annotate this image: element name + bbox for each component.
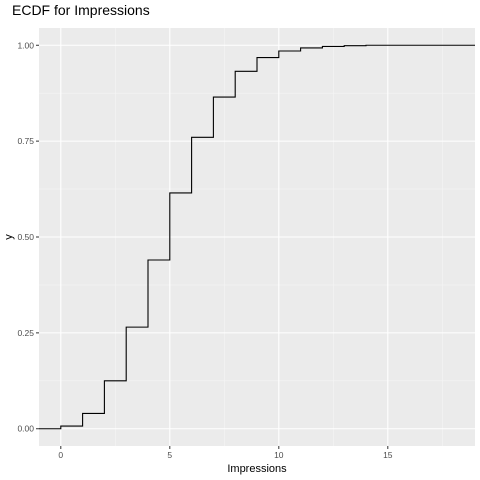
x-tick-label: 15 bbox=[383, 450, 393, 460]
x-axis-title: Impressions bbox=[227, 463, 287, 475]
y-tick-label: 0.50 bbox=[17, 232, 34, 242]
series-layer bbox=[39, 44, 475, 430]
x-tick-label: 10 bbox=[274, 450, 284, 460]
ecdf-step-line bbox=[39, 44, 475, 430]
y-tick-label: 0.25 bbox=[17, 328, 34, 338]
y-tick-label: 0.75 bbox=[17, 136, 34, 146]
y-tick-label: 1.00 bbox=[17, 40, 34, 50]
x-tick-label: 0 bbox=[58, 450, 63, 460]
y-tick-label: 0.00 bbox=[17, 424, 34, 434]
x-tick-label: 5 bbox=[167, 450, 172, 460]
x-axis: 0 5 10 15 bbox=[58, 446, 393, 460]
y-axis-title: y bbox=[3, 234, 15, 240]
chart-title: ECDF for Impressions bbox=[12, 2, 150, 18]
y-axis: 0.00 0.25 0.50 0.75 1.00 bbox=[17, 40, 39, 434]
